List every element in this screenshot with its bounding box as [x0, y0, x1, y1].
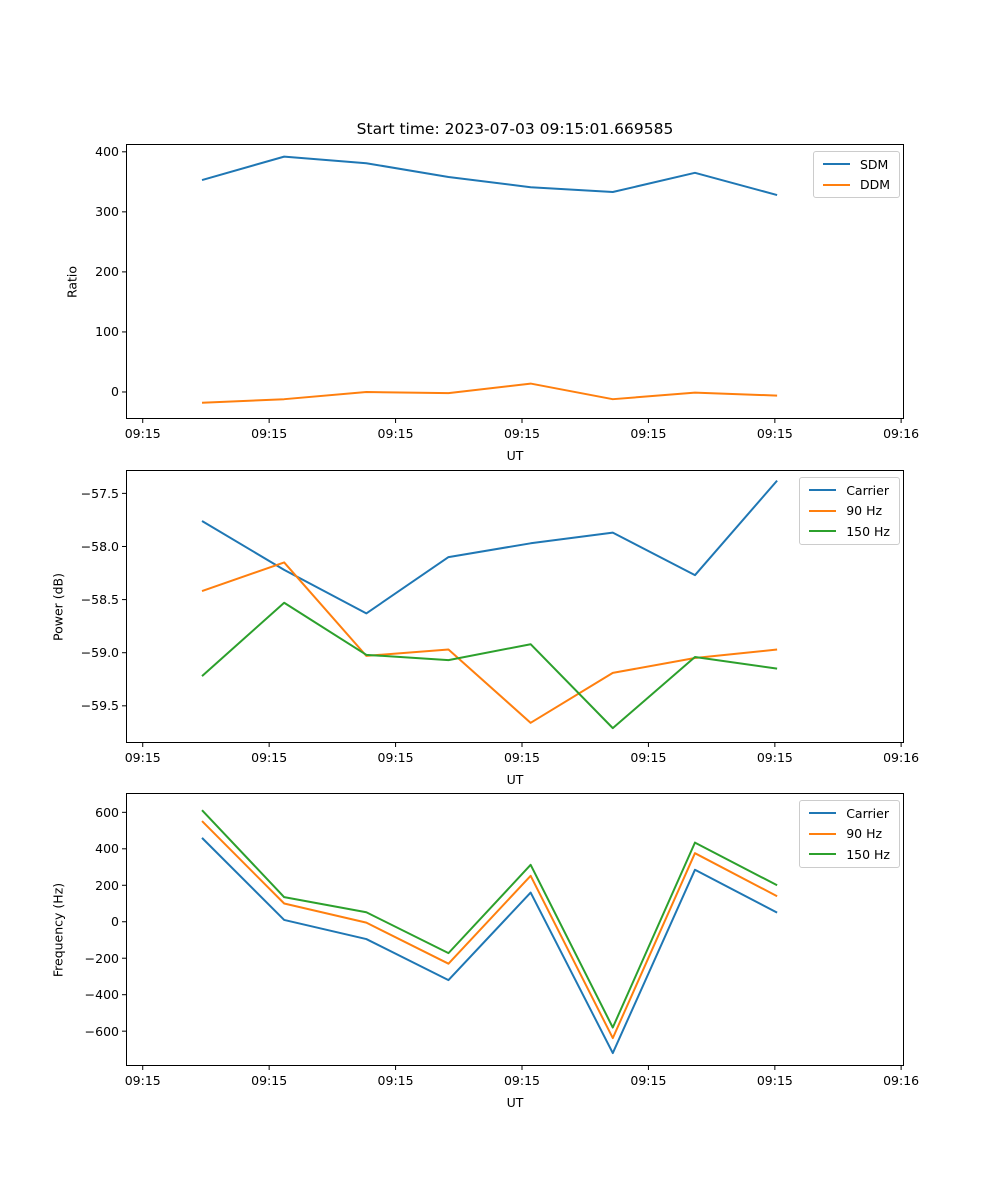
x-tick-label: 09:15 — [630, 750, 667, 765]
legend: Carrier 90 Hz 150 Hz — [799, 800, 900, 868]
y-axis-label: Ratio — [64, 265, 80, 298]
y-tick-label: 400 — [95, 841, 119, 857]
x-tick-label: 09:15 — [756, 1073, 793, 1088]
line-carrier — [201, 837, 778, 1055]
x-tick-label: 09:15 — [630, 426, 667, 441]
legend-line-sample-carrier — [809, 489, 837, 492]
y-axis-label: Power (dB) — [50, 572, 66, 641]
x-axis-label: UT — [506, 1095, 524, 1110]
x-tick-label: 09:15 — [377, 1073, 414, 1088]
axes-border — [126, 793, 904, 1066]
x-tick-label: 09:15 — [124, 750, 161, 765]
line-150-hz — [201, 601, 778, 730]
subplot-frequency: 600 400 200 0 −200 −400 −600 09:15 09:15 09:15 09:… — [51, 793, 919, 1110]
legend-item-carrier: Carrier — [809, 803, 890, 824]
legend-line-sample-90-hz — [809, 509, 837, 512]
legend-line-sample-90-hz — [809, 832, 837, 835]
axes-border — [126, 144, 904, 419]
y-tick-label: −58.5 — [80, 592, 119, 608]
y-tick-label: 400 — [95, 144, 119, 160]
y-tick-label: 600 — [95, 804, 119, 820]
x-tick-label: 09:15 — [251, 750, 288, 765]
legend-label: 150 Hz — [846, 846, 890, 862]
y-tick-label: −59.0 — [80, 645, 119, 661]
x-axis-label: UT — [506, 772, 524, 787]
legend: Carrier 90 Hz 150 Hz — [799, 477, 900, 545]
legend-label: Carrier — [846, 805, 889, 821]
x-tick-label: 09:16 — [883, 750, 920, 765]
legend-item-150-hz: 150 Hz — [809, 844, 890, 865]
y-tick-label: 0 — [111, 384, 119, 400]
plot-area — [122, 470, 904, 747]
y-tick-label: 200 — [95, 264, 119, 280]
y-tick-label: −400 — [84, 987, 119, 1003]
x-tick-label: 09:15 — [503, 750, 541, 765]
legend-line-sample-150-hz — [809, 853, 837, 856]
x-tick-label: 09:15 — [756, 426, 793, 441]
x-tick-label: 09:15 — [124, 1073, 161, 1088]
y-tick-label: −59.5 — [80, 698, 119, 714]
legend-label: 90 Hz — [846, 826, 883, 842]
legend-label: Carrier — [846, 482, 889, 498]
legend-item-90-hz: 90 Hz — [809, 501, 890, 522]
line-90-hz — [201, 820, 778, 1040]
legend-item-sdm: SDM — [822, 154, 890, 175]
legend-label: 150 Hz — [846, 523, 890, 539]
plot-area — [122, 144, 904, 423]
legend-item-90-hz: 90 Hz — [809, 824, 890, 845]
line-carrier — [201, 479, 778, 615]
axes-border — [126, 470, 904, 743]
legend-item-150-hz: 150 Hz — [809, 521, 890, 542]
x-tick-label: 09:15 — [756, 750, 793, 765]
x-tick-label: 09:15 — [630, 1073, 667, 1088]
legend-label: DDM — [859, 177, 890, 193]
line-90-hz — [201, 561, 778, 724]
line-ddm — [201, 382, 778, 404]
x-tick-label: 09:16 — [883, 1073, 920, 1088]
x-tick-label: 09:15 — [124, 426, 161, 441]
legend-item-ddm: DDM — [822, 175, 890, 196]
y-tick-label: −600 — [84, 1023, 119, 1039]
legend-line-sample-ddm — [822, 183, 850, 186]
x-tick-label: 09:15 — [377, 426, 414, 441]
subplot-power: −57.5 −58.0 −58.5 −59.0 −59.5 09:15 09:15 09:15… — [51, 470, 919, 787]
y-tick-label: 100 — [95, 324, 119, 340]
plot-area — [122, 793, 904, 1070]
x-tick-label: 09:16 — [883, 426, 920, 441]
legend-label: SDM — [859, 156, 889, 172]
y-tick-label: −200 — [84, 950, 119, 966]
subplot-ratio: 0 100 200 300 400 09:15 09:15 09:15 09:15 09:15 09… — [65, 144, 919, 463]
legend-line-sample-sdm — [822, 163, 850, 166]
figure-title: Start time: 2023-07-03 09:15:01.669585 — [356, 120, 674, 138]
x-axis-label: UT — [506, 448, 524, 463]
legend-line-sample-150-hz — [809, 530, 837, 533]
x-tick-label: 09:15 — [503, 1073, 541, 1088]
x-tick-label: 09:15 — [377, 750, 414, 765]
line-sdm — [201, 155, 778, 197]
x-tick-label: 09:15 — [251, 426, 288, 441]
legend-label: 90 Hz — [846, 503, 883, 519]
legend-item-carrier: Carrier — [809, 480, 890, 501]
x-tick-label: 09:15 — [251, 1073, 288, 1088]
y-tick-label: −57.5 — [80, 485, 119, 501]
y-tick-label: −58.0 — [80, 538, 119, 554]
legend-line-sample-carrier — [809, 812, 837, 815]
y-tick-label: 0 — [111, 914, 119, 930]
y-tick-label: 300 — [95, 204, 119, 220]
line-150-hz — [201, 809, 778, 1029]
y-axis-label: Frequency (Hz) — [50, 882, 66, 977]
y-tick-label: 200 — [95, 877, 119, 893]
x-tick-label: 09:15 — [503, 426, 541, 441]
legend: SDM DDM — [812, 151, 900, 198]
